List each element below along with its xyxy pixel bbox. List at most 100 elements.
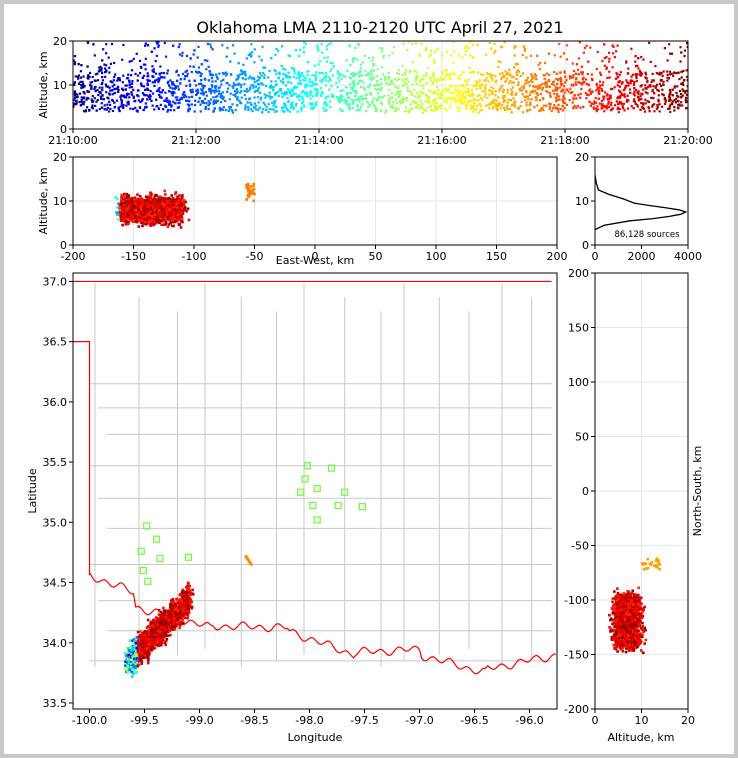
ew-altitude-point <box>152 215 156 219</box>
time-altitude-point <box>297 94 300 97</box>
ew-altitude-point <box>154 207 158 210</box>
time-altitude-point <box>213 91 216 94</box>
time-altitude-point <box>109 107 112 111</box>
time-altitude-point <box>418 54 421 57</box>
time-altitude-point <box>373 84 376 87</box>
ew-altitude-point <box>141 204 145 208</box>
time-altitude-point <box>204 105 207 108</box>
time-altitude-point <box>494 99 497 102</box>
time-altitude-point <box>596 87 599 90</box>
time-altitude-point <box>565 44 569 47</box>
time-altitude-point <box>515 92 518 95</box>
time-altitude-point <box>496 104 500 107</box>
time-altitude-point <box>108 86 111 89</box>
time-altitude-point <box>576 68 580 71</box>
time-altitude-point <box>431 82 435 85</box>
time-altitude-point <box>421 111 425 114</box>
ew-altitude-point <box>116 197 119 201</box>
time-altitude-point <box>193 49 196 52</box>
time-altitude-point <box>557 103 560 107</box>
time-altitude-point <box>521 93 524 96</box>
ew-altitude-point <box>125 195 129 199</box>
time-altitude-point <box>605 105 608 108</box>
time-altitude-point <box>288 110 291 113</box>
ew-altitude-point <box>169 200 173 204</box>
time-altitude-point <box>288 90 292 93</box>
time-altitude-point <box>205 102 208 105</box>
time-altitude-point <box>144 68 147 71</box>
time-altitude-point <box>502 106 506 110</box>
time-altitude-point <box>418 80 422 83</box>
time-altitude-point <box>531 90 535 94</box>
time-altitude-point <box>329 70 332 73</box>
time-altitude-point <box>76 75 79 79</box>
time-altitude-point <box>553 54 556 57</box>
ew-altitude-point <box>145 195 148 199</box>
time-altitude-point <box>369 93 372 97</box>
time-altitude-point <box>110 42 114 46</box>
time-altitude-point <box>597 97 600 100</box>
time-altitude-point <box>311 84 314 88</box>
time-altitude-point <box>607 105 610 109</box>
time-altitude-point <box>547 79 551 82</box>
time-altitude-point <box>622 107 625 110</box>
time-altitude-point <box>202 101 206 105</box>
time-altitude-point <box>525 56 528 59</box>
time-altitude-point <box>441 72 444 76</box>
time-altitude-point <box>221 108 224 111</box>
time-altitude-point <box>668 73 672 76</box>
ew-altitude-point <box>129 206 133 210</box>
ew-altitude-point <box>186 207 190 211</box>
time-altitude-point <box>559 76 562 80</box>
ew-altitude-point <box>128 197 132 201</box>
time-altitude-point <box>470 105 473 108</box>
time-altitude-point <box>96 72 99 75</box>
ew-altitude-point <box>170 194 174 197</box>
time-altitude-point <box>488 102 492 105</box>
time-altitude-point <box>201 84 204 87</box>
time-altitude-point <box>666 59 669 62</box>
ew-altitude-point <box>126 207 130 211</box>
time-altitude-point <box>169 86 172 89</box>
time-altitude-point <box>118 109 121 113</box>
time-altitude-point <box>86 90 89 93</box>
ew-altitude-point <box>149 191 152 195</box>
time-altitude-point <box>371 74 374 77</box>
time-altitude-point <box>159 75 163 79</box>
time-altitude-point <box>473 101 476 105</box>
time-altitude-point <box>685 42 688 45</box>
time-altitude-point <box>571 76 575 79</box>
time-altitude-point <box>671 88 674 91</box>
time-altitude-point <box>150 99 153 103</box>
ew-altitude-point <box>132 212 135 216</box>
time-altitude-point <box>229 92 232 95</box>
time-altitude-point <box>390 79 393 82</box>
time-altitude-point <box>651 88 654 92</box>
time-altitude-point <box>211 74 215 77</box>
time-altitude-point <box>348 105 351 108</box>
time-altitude-point <box>225 55 228 58</box>
time-altitude-point <box>460 102 463 105</box>
time-altitude-point <box>221 98 225 101</box>
time-altitude-point <box>144 88 147 91</box>
time-altitude-point <box>440 76 443 79</box>
time-altitude-point <box>130 69 134 72</box>
time-altitude-point <box>416 104 419 107</box>
time-altitude-point <box>349 83 352 86</box>
time-altitude-point <box>236 104 239 107</box>
time-altitude-point <box>86 106 89 109</box>
time-altitude-point <box>164 99 167 102</box>
time-altitude-point <box>598 92 601 95</box>
ew-altitude-point <box>140 220 144 224</box>
time-altitude-point <box>582 105 585 108</box>
time-altitude-point <box>287 54 290 57</box>
time-altitude-point <box>579 92 582 96</box>
time-altitude-point <box>83 110 86 113</box>
time-altitude-point <box>275 91 278 95</box>
time-altitude-point <box>183 94 186 97</box>
time-altitude-point <box>652 79 656 82</box>
time-altitude-point <box>548 85 551 88</box>
time-altitude-point <box>181 72 185 76</box>
time-altitude-point <box>668 107 671 110</box>
time-altitude-point <box>411 42 414 45</box>
